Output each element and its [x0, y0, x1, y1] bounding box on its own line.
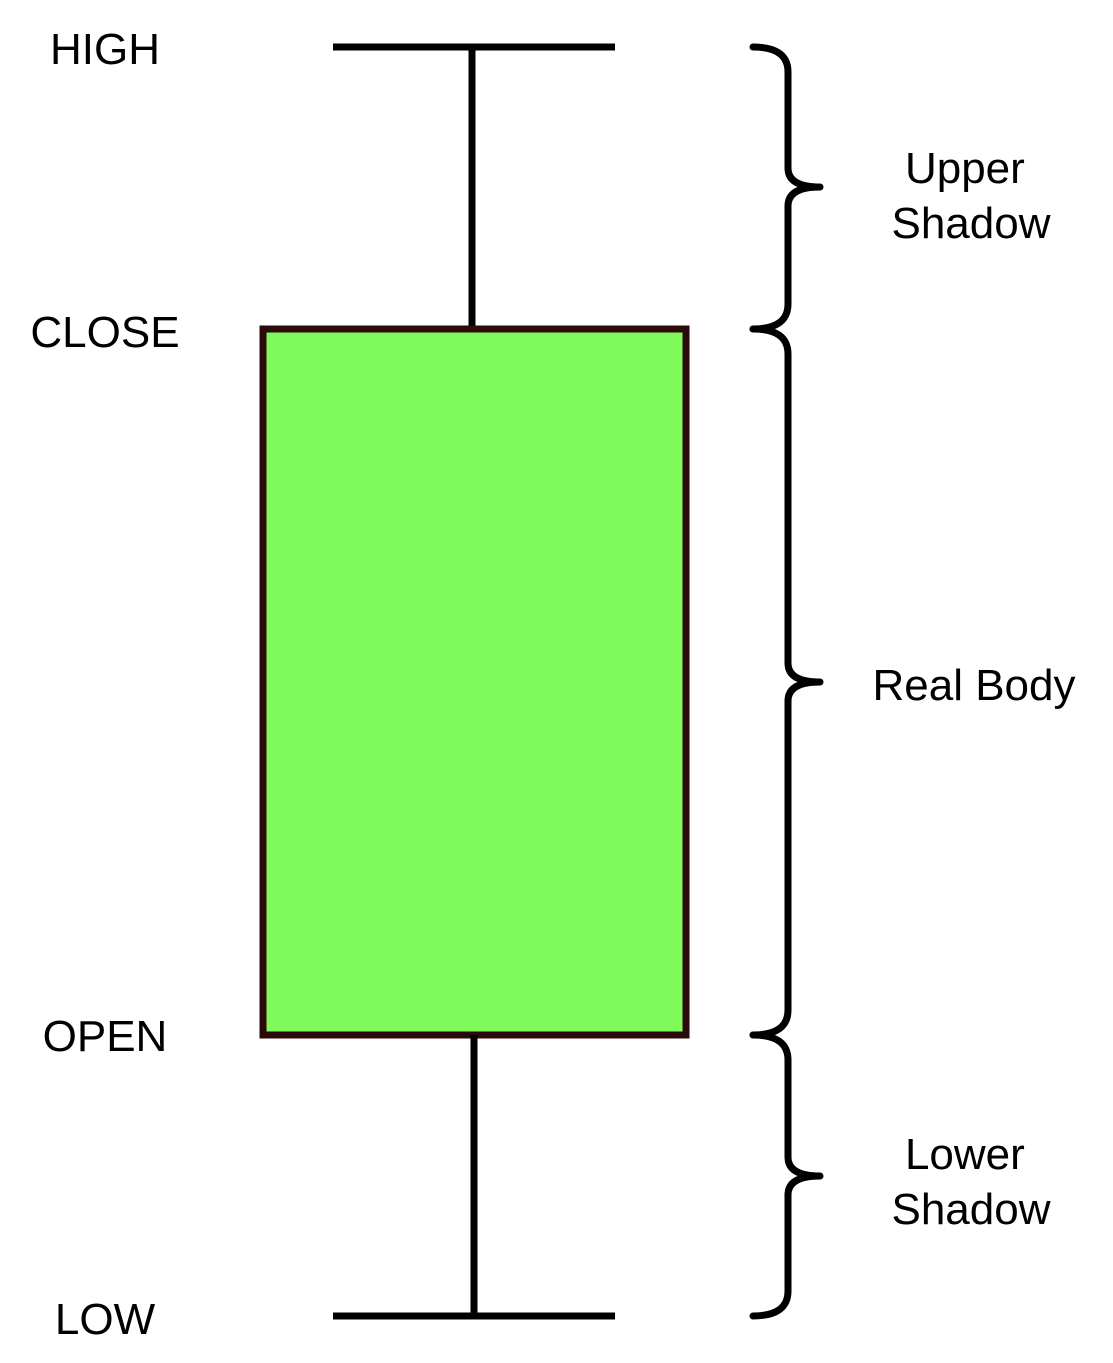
lower-shadow-brace	[749, 1031, 824, 1320]
real-body-label: Real Body	[872, 661, 1075, 710]
candlestick	[259, 43, 690, 1320]
real-body-brace	[749, 325, 824, 1039]
upper-shadow-brace	[749, 43, 824, 333]
upper-shadow-label-line2: Shadow	[891, 199, 1050, 248]
upper-shadow-label: Upper Shadow	[891, 144, 1050, 248]
low-label: LOW	[55, 1295, 156, 1344]
open-label: OPEN	[43, 1012, 168, 1061]
close-label: CLOSE	[30, 308, 179, 357]
upper-shadow-label-line1: Upper	[905, 144, 1025, 193]
lower-shadow-label-line2: Shadow	[891, 1185, 1050, 1234]
high-label: HIGH	[50, 25, 160, 74]
lower-shadow-label: Lower Shadow	[891, 1130, 1050, 1234]
lower-shadow-label-line1: Lower	[905, 1130, 1025, 1179]
real-body-rect	[259, 325, 690, 1039]
